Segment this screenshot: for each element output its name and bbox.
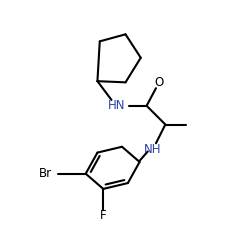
Text: HN: HN: [107, 99, 125, 112]
Text: O: O: [154, 76, 163, 89]
Text: Br: Br: [39, 167, 52, 180]
Text: NH: NH: [144, 143, 161, 156]
Text: F: F: [100, 209, 107, 222]
